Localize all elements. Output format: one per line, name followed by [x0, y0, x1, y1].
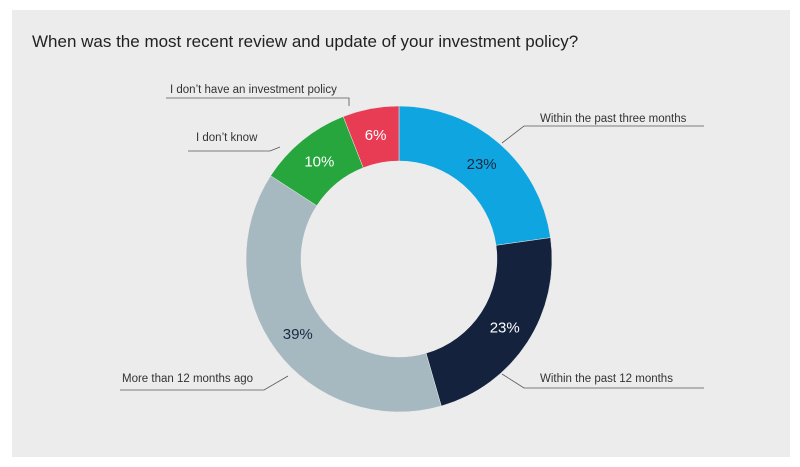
chart-card: When was the most recent review and upda… — [12, 10, 790, 457]
slice-value-label: 6% — [365, 127, 387, 144]
donut-slice-more-than-12-months-ago — [245, 175, 442, 413]
callout-line — [120, 375, 289, 391]
callout-line — [501, 373, 704, 389]
slice-value-label: 39% — [283, 326, 313, 343]
category-label-within-the-past-three-months: Within the past three months — [540, 113, 687, 125]
donut-chart: 23% Within the past three months 23% Within… — [120, 84, 704, 413]
category-label-more-than-12-months-ago: More than 12 months ago — [122, 373, 253, 385]
slice-value-label: 10% — [304, 153, 334, 170]
slice-value-label: 23% — [467, 156, 497, 173]
callout-line — [501, 125, 704, 144]
donut-slice-i-dont-have-an-investment-policy — [342, 105, 400, 169]
callout-line — [166, 97, 350, 106]
category-label-i-dont-know: I don’t know — [196, 132, 258, 144]
slice-value-label: 23% — [490, 320, 520, 337]
callout-line — [188, 146, 281, 152]
category-label-within-the-past-12-months: Within the past 12 months — [540, 373, 673, 385]
chart-title: When was the most recent review and upda… — [32, 32, 579, 51]
donut-slice-within-the-past-three-months — [398, 105, 551, 246]
category-label-i-dont-have-an-investment-policy: I don’t have an investment policy — [170, 84, 337, 96]
